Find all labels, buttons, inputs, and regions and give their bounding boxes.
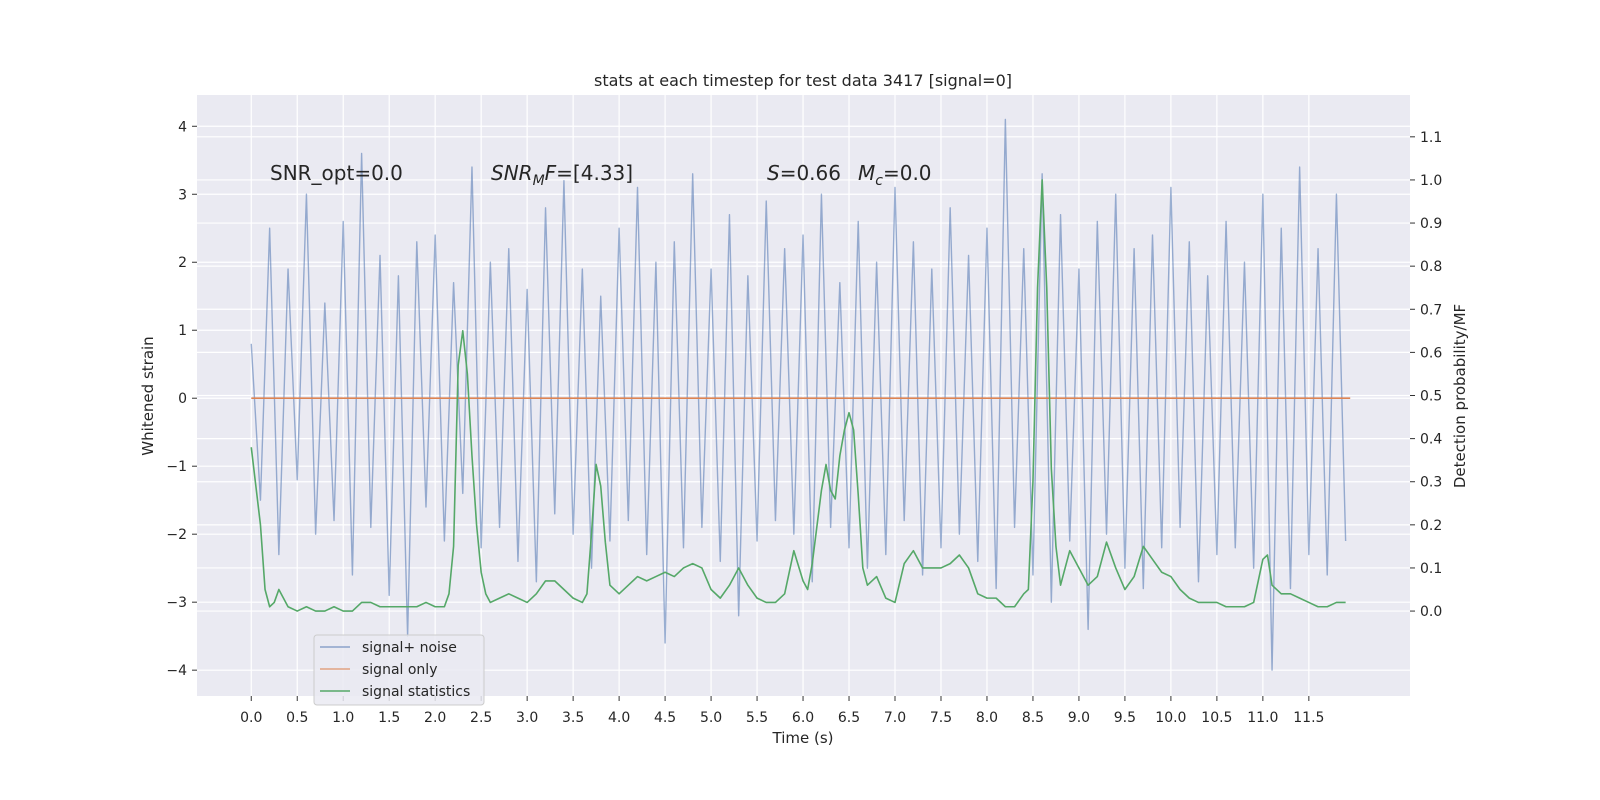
y2-tick-label: 0.7 [1420, 302, 1442, 318]
x-tick-label: 8.5 [1022, 710, 1044, 726]
y2-tick-label: 0.2 [1420, 518, 1442, 534]
y-tick-label: −2 [166, 527, 187, 543]
x-tick-label: 4.5 [654, 710, 676, 726]
x-tick-label: 1.5 [378, 710, 400, 726]
y-tick-label: 1 [178, 323, 187, 339]
annotation-text: =0.66 [780, 161, 841, 185]
y-tick-label: 0 [178, 391, 187, 407]
x-tick-label: 5.0 [700, 710, 722, 726]
grid [197, 95, 1410, 696]
y-axis-label: Whitened strain [139, 336, 157, 455]
annotation: Mc=0.0 [858, 161, 932, 189]
x-tick-label: 7.0 [884, 710, 906, 726]
y2-tick-label: 0.8 [1420, 259, 1442, 275]
x-tick-label: 9.5 [1114, 710, 1136, 726]
series-line [250, 179, 1346, 612]
y-tick-label: −1 [166, 459, 187, 475]
annotation-text: F [545, 161, 557, 185]
legend-label: signal only [362, 662, 437, 678]
y2-tick-label: 0.9 [1420, 216, 1442, 232]
legend-label: signal statistics [362, 684, 470, 700]
annotation-text: S [767, 161, 780, 185]
x-tick-label: 3.0 [516, 710, 538, 726]
x-tick-label: 7.5 [930, 710, 952, 726]
y2-tick-label: 0.0 [1420, 604, 1442, 620]
y2-tick-label: 0.4 [1420, 432, 1442, 448]
axes: 0.0 0.5 1.0 1.5 2.0 2.5 3.0 3.5 4.0 4.5 5.0 5.5 6.0 6… [166, 119, 1442, 726]
series-line [250, 118, 1347, 671]
annotation: SNRMF=[4.33] [491, 161, 633, 189]
y2-tick-label: 1.1 [1420, 130, 1442, 146]
y2-tick-label: 1.0 [1420, 173, 1442, 189]
x-tick-label: 11.5 [1293, 710, 1324, 726]
x-tick-label: 2.5 [470, 710, 492, 726]
x-tick-label: 10.0 [1155, 710, 1186, 726]
x-axis-label: Time (s) [772, 729, 834, 747]
y2-tick-label: 0.1 [1420, 561, 1442, 577]
annotation: S=0.66 [767, 161, 841, 185]
annotation-text: =0.0 [883, 161, 932, 185]
annotation-text: SNR_opt=0.0 [270, 161, 403, 185]
y2-tick-label: 0.3 [1420, 475, 1442, 491]
legend-label: signal+ noise [362, 640, 457, 656]
y-tick-label: −4 [166, 663, 187, 679]
x-tick-label: 4.0 [608, 710, 630, 726]
x-tick-label: 0.5 [286, 710, 308, 726]
annotation: SNR_opt=0.0 [270, 161, 403, 185]
legend-box [313, 634, 485, 706]
x-tick-label: 1.0 [332, 710, 354, 726]
y2-axis-label: Detection probability/MF [1451, 304, 1469, 488]
x-tick-label: 11.0 [1247, 710, 1278, 726]
chart-title: stats at each timestep for test data 341… [594, 71, 1012, 90]
annotation-text: M [858, 161, 875, 185]
annotation-text: SNR [491, 161, 533, 185]
y-tick-label: 4 [178, 119, 187, 135]
y-tick-label: −3 [166, 595, 187, 611]
x-tick-label: 0.0 [240, 710, 262, 726]
x-tick-label: 3.5 [562, 710, 584, 726]
x-tick-label: 10.5 [1201, 710, 1232, 726]
y2-tick-label: 0.6 [1420, 345, 1442, 361]
y-tick-label: 3 [178, 187, 187, 203]
x-tick-label: 5.5 [746, 710, 768, 726]
marks [250, 118, 1351, 671]
annotation-subscript: M [533, 173, 545, 189]
x-tick-label: 2.0 [424, 710, 446, 726]
y2-tick-label: 0.5 [1420, 389, 1442, 405]
annotation-text: =[4.33] [556, 161, 633, 185]
x-tick-label: 8.0 [976, 710, 998, 726]
y-tick-label: 2 [178, 255, 187, 271]
x-tick-label: 9.0 [1068, 710, 1090, 726]
x-tick-label: 6.0 [792, 710, 814, 726]
annotation-subscript: c [875, 173, 883, 189]
x-tick-label: 6.5 [838, 710, 860, 726]
legend: signal+ noise signal only signal statistic… [313, 634, 485, 706]
